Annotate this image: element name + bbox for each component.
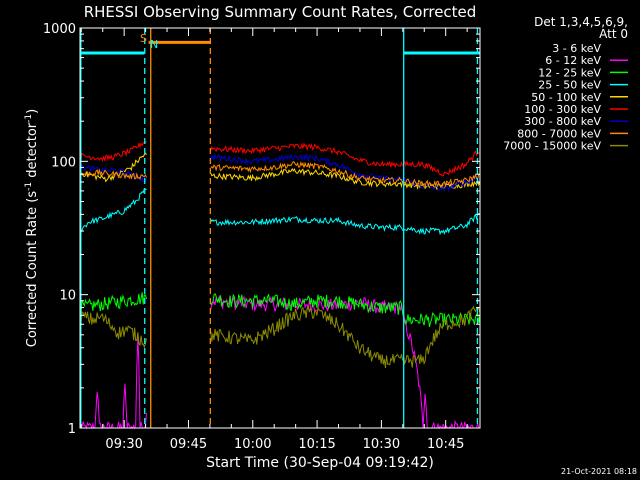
legend-label-8: 7000 - 15000 keV [503, 140, 601, 153]
series-line-5 [79, 140, 480, 177]
series-line-8 [79, 305, 481, 369]
night-flag-label: N [150, 38, 158, 51]
legend-label-6: 300 - 800 keV [524, 115, 601, 128]
x-tick-label-4: 10:30 [363, 437, 400, 452]
y-tick-label-1: 10 [59, 289, 76, 304]
series-layer [79, 140, 481, 430]
y-axis-label: Corrected Count Rate (s-1 detector-1) [24, 109, 40, 347]
x-tick-label-5: 10:45 [427, 437, 464, 452]
footer-timestamp: 21-Oct-2021 08:18 [561, 467, 637, 476]
y-axis: 1 10 100 1000 [43, 22, 480, 437]
legend-label-3: 25 - 50 keV [538, 79, 601, 92]
chart-title: RHESSI Observing Summary Count Rates, Co… [84, 3, 477, 21]
legend-label-0: 3 - 6 keV [552, 42, 601, 55]
y-tick-label-0: 1 [68, 422, 76, 437]
plot-frame [79, 27, 481, 429]
series-line-2 [79, 292, 481, 328]
legend-header-line-2: Att 0 [599, 27, 628, 41]
series-line-7 [79, 161, 480, 188]
legend-header-line-1: Det 1,3,4,5,6,9, [534, 15, 628, 29]
x-tick-label-0: 09:30 [105, 437, 142, 452]
legend-label-1: 6 - 12 keV [545, 54, 601, 67]
series-line-6 [79, 152, 480, 193]
x-tick-label-3: 10:15 [298, 437, 335, 452]
legend-label-4: 50 - 100 keV [531, 91, 601, 104]
legend-label-5: 100 - 300 keV [524, 103, 601, 116]
y-tick-label-2: 100 [51, 155, 76, 170]
marker-layer [80, 28, 479, 428]
series-line-3 [79, 187, 480, 236]
x-tick-label-2: 10:00 [234, 437, 271, 452]
y-tick-label-3: 1000 [43, 22, 76, 37]
x-tick-label-1: 09:45 [170, 437, 207, 452]
x-axis-label: Start Time (30-Sep-04 09:19:42) [206, 455, 434, 471]
flag-layer [80, 40, 480, 55]
legend-label-2: 12 - 25 keV [538, 66, 601, 79]
legend-label-7: 800 - 7000 keV [517, 127, 601, 140]
x-axis: 09:30 09:45 10:00 10:15 10:30 10:45 [80, 28, 468, 452]
saa-flag-label: S [140, 32, 147, 45]
